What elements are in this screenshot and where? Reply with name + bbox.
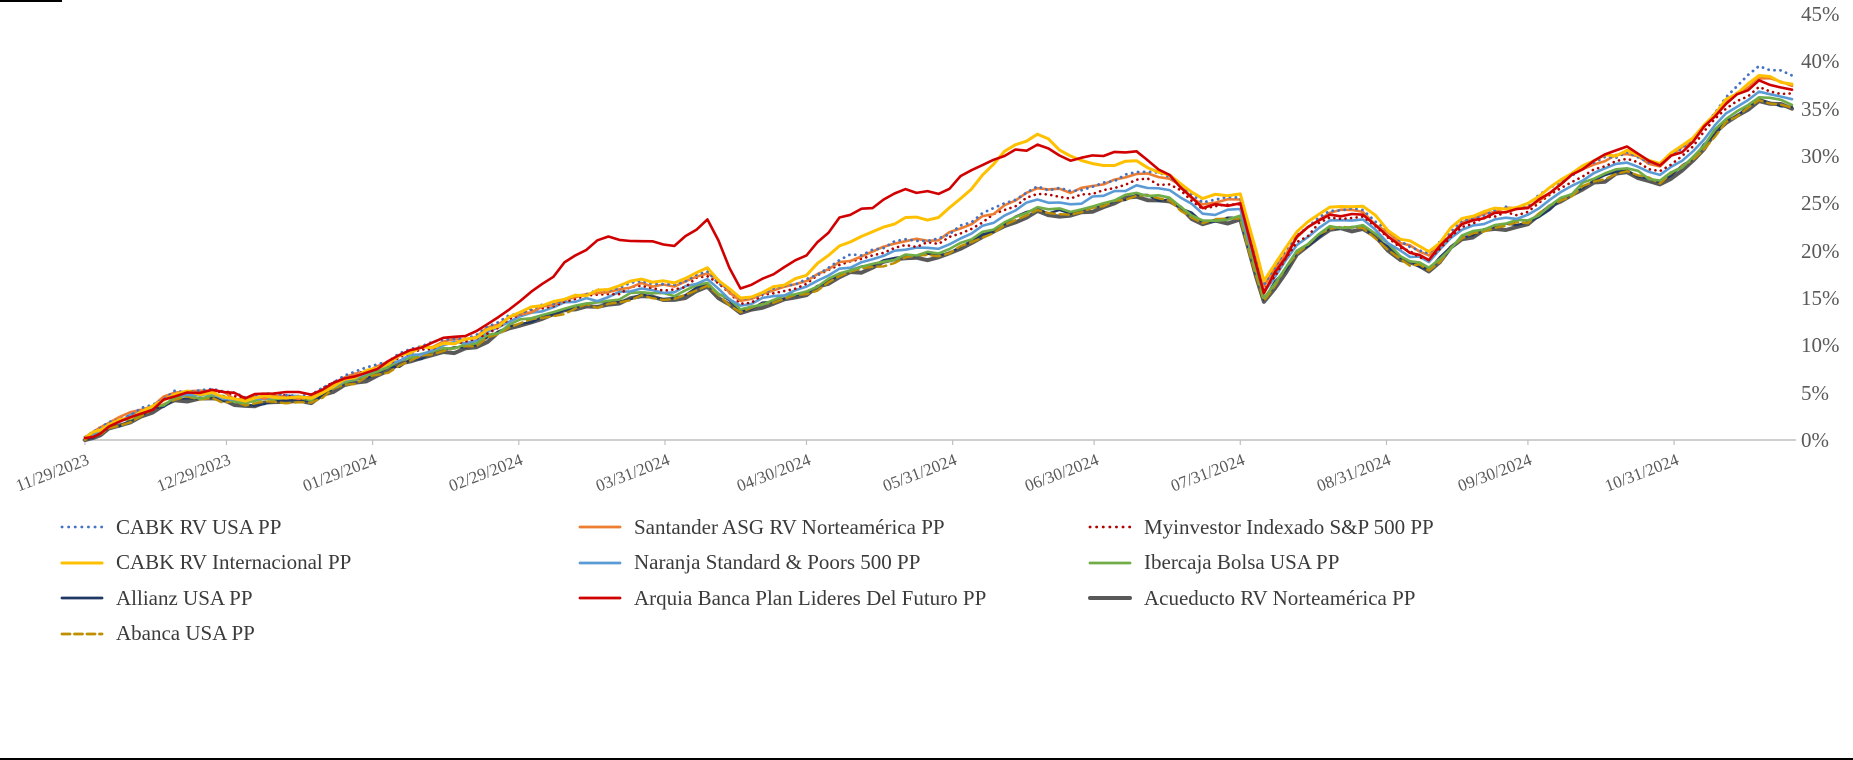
y-axis-label: 0% (1801, 428, 1829, 452)
series-line-cabk-rv-usa-pp (83, 64, 1794, 439)
legend-label: Santander ASG RV Norteamérica PP (634, 514, 945, 539)
legend-marker (578, 525, 622, 529)
legend-item-cabk-rv-usa-pp: CABK RV USA PP (60, 512, 281, 542)
legend-label: Ibercaja Bolsa USA PP (1144, 550, 1340, 574)
legend-marker (1088, 561, 1132, 564)
legend-label: CABK RV Internacional PP (116, 550, 352, 574)
y-axis-label: 20% (1801, 238, 1840, 263)
legend-item-santander-asg-rv-norteam-rica-pp: Santander ASG RV Norteamérica PP (578, 512, 945, 542)
legend-item-ibercaja-bolsa-usa-pp: Ibercaja Bolsa USA PP (1088, 548, 1339, 578)
performance-line-chart (82, 64, 1796, 445)
legend-item-abanca-usa-pp: Abanca USA PP (60, 619, 255, 649)
legend-marker (578, 561, 622, 564)
legend-label: Arquia Banca Plan Lideres Del Futuro PP (634, 585, 987, 610)
chart-legend: CABK RV USA PP Santander ASG RV Norteamér… (0, 512, 1853, 672)
legend-item-acueducto-rv-norteam-rica-pp: Acueducto RV Norteamérica PP (1088, 583, 1415, 613)
window-edge-top (0, 0, 62, 2)
legend-item-arquia-banca-plan-lideres-del-futuro-pp: Arquia Banca Plan Lideres Del Futuro PP (578, 583, 986, 613)
legend-item-allianz-usa-pp: Allianz USA PP (60, 583, 253, 613)
legend-marker (578, 596, 622, 600)
series-line-acueducto-rv-norteam-rica-pp (83, 99, 1794, 442)
y-axis-label: 45% (1801, 2, 1840, 26)
y-axis-label: 25% (1801, 191, 1840, 216)
legend-marker (1088, 525, 1132, 529)
legend-marker (1088, 596, 1132, 600)
legend-label: Myinvestor Indexado S&P 500 PP (1144, 514, 1434, 539)
legend-item-myinvestor-indexado-s-p-500-pp: Myinvestor Indexado S&P 500 PP (1088, 512, 1434, 542)
y-axis-label: 5% (1801, 380, 1829, 405)
y-axis-label: 35% (1801, 96, 1840, 121)
y-axis-label: 40% (1801, 49, 1840, 74)
series-line-cabk-rv-internacional-pp (83, 74, 1794, 440)
legend-label: Naranja Standard & Poors 500 PP (634, 550, 921, 574)
legend-label: Allianz USA PP (116, 585, 253, 610)
y-axis-label: 15% (1801, 286, 1840, 310)
legend-label: Acueducto RV Norteamérica PP (1144, 585, 1416, 610)
series-line-ibercaja-bolsa-usa-pp (83, 96, 1794, 440)
legend-label: CABK RV USA PP (116, 514, 282, 539)
legend-marker (60, 561, 104, 564)
legend-label: Abanca USA PP (116, 621, 255, 645)
y-axis-label: 10% (1801, 333, 1840, 358)
legend-marker (60, 525, 104, 529)
legend-marker (60, 632, 104, 635)
legend-item-naranja-standard-poors-500-pp: Naranja Standard & Poors 500 PP (578, 548, 920, 578)
series-line-abanca-usa-pp (83, 98, 1794, 442)
window-edge-bottom (0, 758, 1853, 760)
series-line-arquia-banca-plan-lideres-del-futuro-pp (83, 79, 1794, 440)
legend-marker (60, 596, 104, 600)
y-axis-label: 30% (1801, 144, 1840, 168)
legend-item-cabk-rv-internacional-pp: CABK RV Internacional PP (60, 548, 351, 578)
